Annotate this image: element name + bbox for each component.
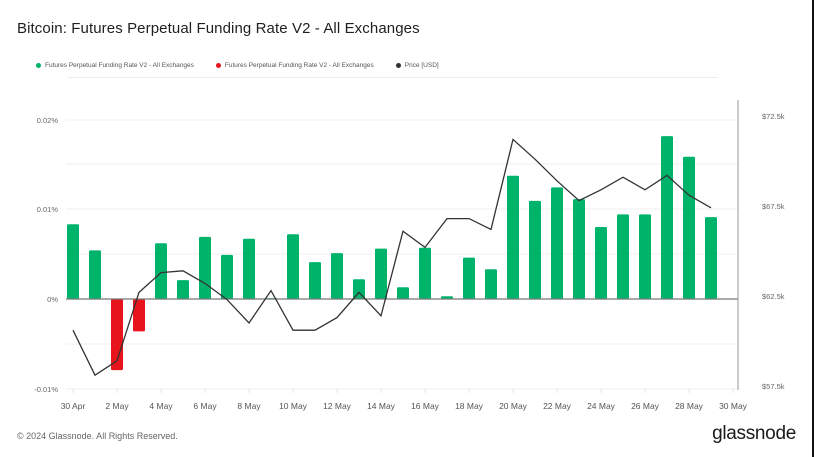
- x-tick-label: 10 May: [279, 401, 308, 411]
- x-tick-label: 30 May: [719, 401, 748, 411]
- x-tick-label: 4 May: [149, 401, 173, 411]
- x-tick-label: 22 May: [543, 401, 572, 411]
- funding-bar: [595, 227, 607, 299]
- grid-lines: [66, 119, 738, 390]
- funding-bar: [573, 199, 585, 299]
- funding-bar: [463, 257, 475, 299]
- y-tick-label: 0.01%: [37, 205, 59, 214]
- funding-bar: [661, 136, 673, 299]
- x-tick-label: 26 May: [631, 401, 660, 411]
- funding-bar: [507, 175, 519, 299]
- x-tick-label: 30 Apr: [61, 401, 86, 411]
- copyright-text: © 2024 Glassnode. All Rights Reserved.: [17, 431, 178, 441]
- funding-bar: [309, 262, 321, 299]
- funding-bar: [287, 234, 299, 299]
- funding-bar: [617, 214, 629, 299]
- funding-bar: [551, 187, 563, 299]
- funding-bar: [89, 250, 101, 299]
- x-tick-label: 20 May: [499, 401, 528, 411]
- funding-bar: [639, 214, 651, 299]
- legend-item-price[interactable]: Price [USD]: [395, 62, 439, 69]
- legend-label: Price [USD]: [404, 62, 439, 69]
- funding-bar: [177, 280, 189, 299]
- y2-tick-label: $72.5k: [762, 112, 785, 121]
- glassnode-logo: glassnode: [712, 423, 796, 444]
- x-tick-label: 12 May: [323, 401, 352, 411]
- x-tick-label: 2 May: [105, 401, 129, 411]
- funding-bar: [221, 254, 233, 299]
- x-tick-label: 18 May: [455, 401, 484, 411]
- funding-bar: [485, 269, 497, 299]
- funding-bar: [243, 238, 255, 299]
- x-tick-label: 24 May: [587, 401, 616, 411]
- funding-bar: [155, 243, 167, 299]
- y-axis-right: $72.5k $67.5k $62.5k $57.5k: [762, 112, 785, 391]
- funding-bar: [529, 200, 541, 299]
- price-line: [72, 138, 712, 377]
- x-tick-label: 6 May: [193, 401, 217, 411]
- funding-bar: [683, 156, 695, 299]
- legend-item-negative-funding[interactable]: Futures Perpetual Funding Rate V2 - All …: [215, 62, 374, 69]
- funding-bar: [331, 253, 343, 299]
- funding-bar: [441, 296, 453, 299]
- y-tick-label: 0%: [47, 295, 58, 304]
- legend-label: Futures Perpetual Funding Rate V2 - All …: [45, 62, 194, 69]
- y2-tick-label: $57.5k: [762, 382, 785, 391]
- window-edge: [812, 0, 814, 457]
- y2-tick-label: $67.5k: [762, 202, 785, 211]
- legend-dot-red-icon: [215, 63, 221, 68]
- funding-bar: [67, 224, 79, 299]
- y-tick-label: 0.02%: [37, 116, 59, 125]
- x-tick-label: 28 May: [675, 401, 704, 411]
- x-tick-label: 16 May: [411, 401, 440, 411]
- x-axis: 30 Apr 2 May 4 May 6 May 8 May 10 May 12 May 14…: [61, 389, 748, 411]
- chart-title: Bitcoin: Futures Perpetual Funding Rate …: [17, 20, 420, 37]
- legend-dot-black-icon: [395, 63, 401, 68]
- y-axis-left: 0.02% 0.01% 0% -0.01%: [34, 116, 58, 394]
- x-tick-label: 8 May: [237, 401, 261, 411]
- funding-bar: [133, 299, 145, 332]
- funding-bar: [397, 287, 409, 299]
- funding-bar: [353, 279, 365, 299]
- funding-bar: [419, 247, 431, 299]
- funding-bar: [375, 248, 387, 299]
- legend-divider: [68, 77, 718, 78]
- legend-label: Futures Perpetual Funding Rate V2 - All …: [224, 62, 374, 69]
- funding-rate-bars: [67, 136, 717, 371]
- legend-item-positive-funding[interactable]: Futures Perpetual Funding Rate V2 - All …: [36, 62, 194, 69]
- funding-bar: [705, 217, 717, 299]
- legend-dot-green-icon: [36, 63, 41, 68]
- funding-bar: [199, 236, 211, 299]
- x-tick-label: 14 May: [367, 401, 396, 411]
- y2-tick-label: $62.5k: [762, 292, 785, 301]
- y-tick-label: -0.01%: [34, 385, 58, 394]
- chart-legend: Futures Perpetual Funding Rate V2 - All …: [36, 62, 439, 69]
